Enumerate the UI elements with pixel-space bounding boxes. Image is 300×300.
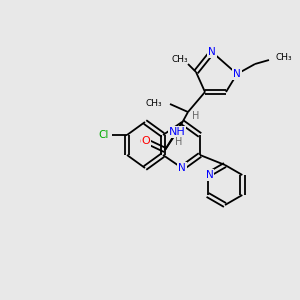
Text: N: N [208,47,216,57]
Text: N: N [206,170,214,180]
Text: H: H [175,137,183,147]
Text: NH: NH [169,127,185,137]
Text: N: N [233,69,241,79]
Text: N: N [178,163,186,173]
Text: NH: NH [169,127,185,137]
Text: Cl: Cl [99,130,109,140]
Text: H: H [192,111,200,121]
Text: CH₃: CH₃ [275,53,292,62]
Text: CH₃: CH₃ [146,100,162,109]
Text: CH₃: CH₃ [172,56,188,64]
Text: O: O [139,137,147,147]
Text: O: O [142,136,150,146]
